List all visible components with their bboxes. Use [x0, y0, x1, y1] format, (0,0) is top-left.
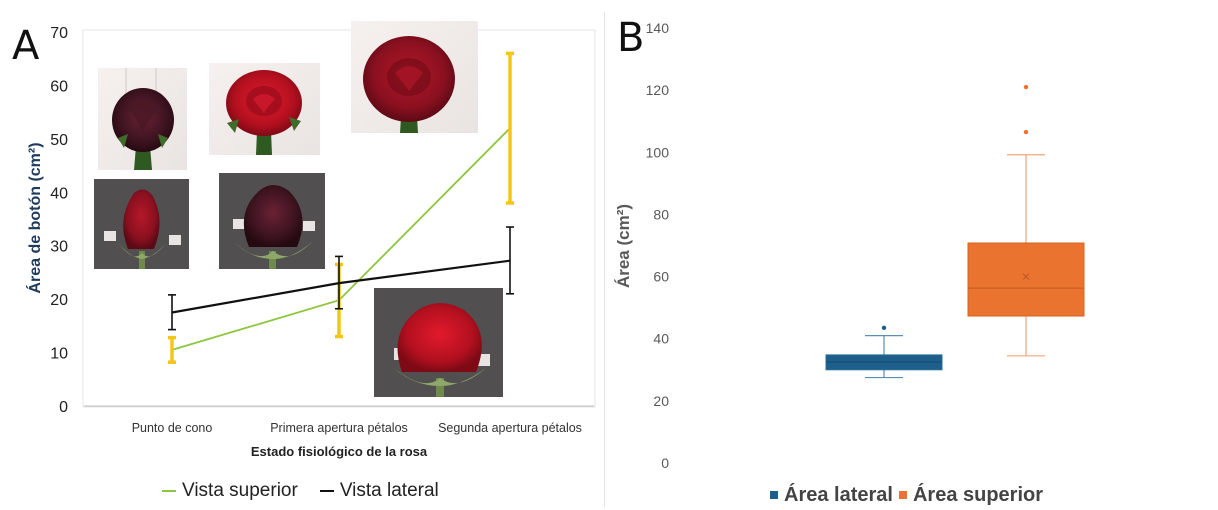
legend-swatch-vista-superior [162, 490, 176, 492]
panel-b: B 0 20 40 60 80 100 120 140 Área (cm²) Área lat… [607, 0, 1218, 510]
y-tick-label-b: 40 [653, 331, 669, 347]
y-tick-labels-a: 0 10 20 30 40 50 60 70 [50, 25, 68, 416]
legend-swatch-area-lateral [770, 491, 778, 499]
chart-a: 0 10 20 30 40 50 60 70 Punto de cono Primera ape… [25, 21, 596, 459]
rose-photo-lateral-cono [94, 179, 189, 269]
panel-a: A 0 10 20 30 40 50 60 70 Punto de cono Primera a… [0, 0, 605, 510]
legend-b: Área lateral Área superior [770, 482, 1043, 508]
legend-swatch-area-superior [898, 491, 907, 499]
rose-photo-superior-cono [98, 68, 187, 170]
y-tick-labels-b: 0 20 40 60 80 100 120 140 [646, 20, 670, 471]
box-area-superior [967, 242, 1085, 317]
chart-b: 0 20 40 60 80 100 120 140 Área (cm²) [614, 20, 1085, 471]
y-tick-label-b: 60 [653, 269, 669, 285]
y-tick-label-a: 0 [59, 399, 68, 416]
mean-marker-area-superior [1022, 273, 1030, 280]
y-tick-label-a: 60 [50, 78, 68, 95]
y-tick-label-a: 10 [50, 346, 68, 363]
x-tick-label-a: Primera apertura pétalos [270, 421, 408, 435]
panel-letter-a: A [12, 23, 40, 69]
legend-a: Vista superior Vista lateral [162, 478, 439, 504]
rose-photo-lateral-segunda [374, 288, 503, 397]
panel-letter-b: B [617, 15, 645, 61]
rose-photo-lateral-primera [219, 173, 325, 269]
y-tick-label-a: 50 [50, 132, 68, 149]
rose-photo-superior-segunda [351, 21, 478, 133]
y-tick-label-b: 20 [653, 393, 669, 409]
outlier-point-area-lateral [881, 325, 887, 331]
y-tick-label-b: 120 [646, 82, 670, 98]
x-axis-title-a: Estado fisiológico de la rosa [251, 444, 428, 459]
y-tick-label-a: 20 [50, 292, 68, 309]
legend-label-vista-lateral: Vista lateral [339, 480, 439, 501]
outlier-point-area-superior [1023, 129, 1029, 135]
y-axis-title-b: Área (cm²) [614, 204, 633, 288]
y-tick-label-a: 70 [50, 25, 68, 42]
x-tick-label-a: Segunda apertura pétalos [438, 421, 582, 435]
legend-swatch-vista-lateral [319, 490, 334, 492]
outlier-point-area-superior [1023, 84, 1029, 90]
y-tick-label-b: 80 [653, 206, 669, 222]
y-tick-label-b: 0 [661, 455, 669, 471]
rose-photo-superior-primera [209, 63, 320, 155]
y-tick-label-b: 100 [646, 144, 670, 160]
chart-marks-b [825, 84, 1085, 379]
legend-item-vista-lateral: Vista lateral [319, 480, 439, 502]
legend-item-vista-superior: Vista superior [162, 480, 298, 502]
panel-divider [604, 12, 605, 507]
legend-label-vista-superior: Vista superior [182, 480, 298, 501]
y-axis-title-a: Área de botón (cm²) [25, 142, 44, 293]
x-tick-label-a: Punto de cono [132, 421, 213, 435]
legend-label-area-lateral: Área lateral [784, 483, 893, 506]
chart-marks-a [168, 51, 514, 364]
y-tick-label-b: 140 [646, 20, 670, 36]
legend-label-area-superior: Área superior [912, 483, 1044, 506]
legend-item-area-superior: Área superior [898, 483, 1044, 507]
x-tick-labels-a: Punto de cono Primera apertura pétalos Seg… [132, 421, 582, 435]
y-tick-label-a: 40 [50, 185, 68, 202]
y-tick-label-a: 30 [50, 239, 68, 256]
legend-item-area-lateral: Área lateral [770, 484, 893, 507]
